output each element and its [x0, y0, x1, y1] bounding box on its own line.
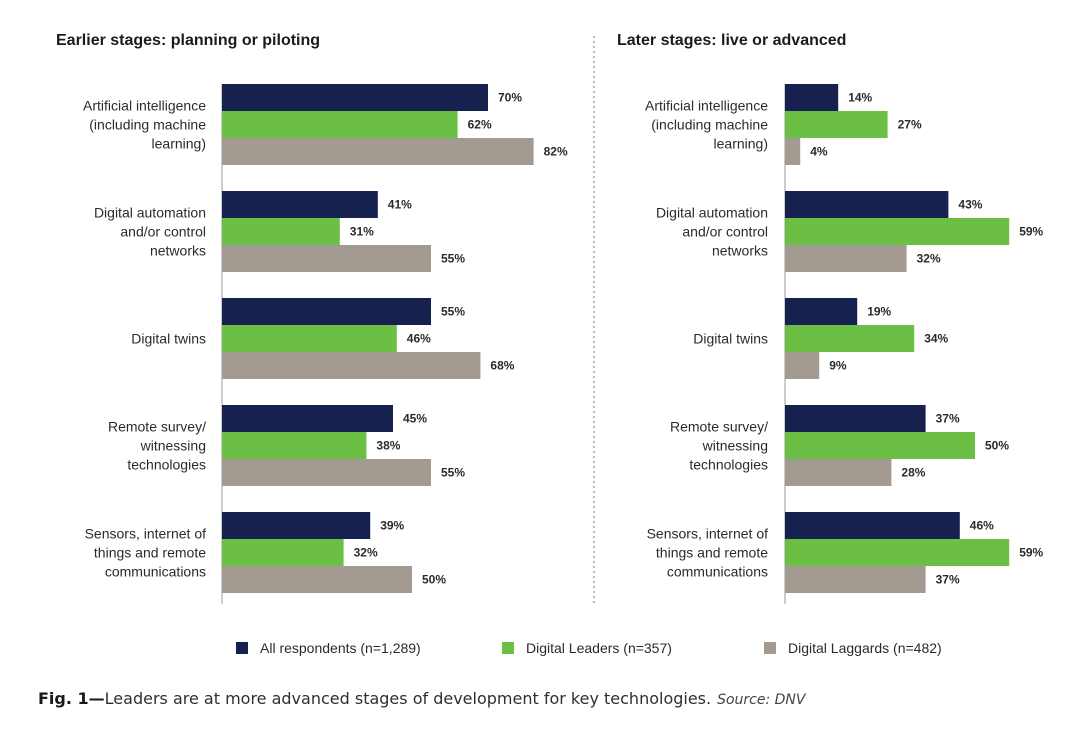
- bar-laggards: [785, 138, 801, 165]
- bar-laggards: [222, 566, 412, 593]
- bar-all: [785, 191, 949, 218]
- bar-all: [222, 84, 488, 111]
- bar-leaders: [785, 111, 888, 138]
- data-label: 19%: [867, 305, 891, 319]
- caption-text: Leaders are at more advanced stages of d…: [104, 689, 712, 708]
- category-label: Artificial intelligence (including machin…: [83, 98, 206, 152]
- category-label: Remote survey/witnessing technologies: [108, 419, 206, 473]
- data-label: 39%: [380, 519, 404, 533]
- legend-item-laggards: Digital Laggards (n=482): [764, 640, 942, 656]
- data-label: 59%: [1019, 546, 1043, 560]
- data-label: 37%: [936, 573, 960, 587]
- data-label: 59%: [1019, 225, 1043, 239]
- data-label: 62%: [468, 118, 492, 132]
- panel-later: Artificial intelligence (including machin…: [645, 84, 1044, 604]
- data-label: 38%: [376, 439, 400, 453]
- legend-label-laggards: Digital Laggards (n=482): [788, 640, 942, 656]
- bar-leaders: [222, 432, 367, 459]
- figure-caption: Fig. 1—Leaders are at more advanced stag…: [38, 689, 805, 708]
- bar-laggards: [785, 245, 907, 272]
- bar-all: [222, 405, 393, 432]
- bar-all: [785, 512, 960, 539]
- data-label: 37%: [936, 412, 960, 426]
- legend-item-leaders: Digital Leaders (n=357): [502, 640, 672, 656]
- data-label: 55%: [441, 252, 465, 266]
- caption-source: Source: DNV: [717, 692, 806, 708]
- category-label: Digital automation and/or control networks: [656, 205, 768, 259]
- bar-all: [222, 191, 378, 218]
- data-label: 45%: [403, 412, 427, 426]
- bar-laggards: [222, 138, 534, 165]
- data-label: 32%: [917, 252, 941, 266]
- data-label: 14%: [848, 91, 872, 105]
- chart-area: Artificial intelligence (including machin…: [83, 36, 1044, 606]
- bar-leaders: [785, 539, 1010, 566]
- legend-label-leaders: Digital Leaders (n=357): [526, 640, 672, 656]
- legend-swatch-all: [236, 642, 248, 654]
- data-label: 27%: [898, 118, 922, 132]
- legend-swatch-laggards: [764, 642, 776, 654]
- data-label: 50%: [985, 439, 1009, 453]
- data-label: 50%: [422, 573, 446, 587]
- bar-all: [785, 84, 839, 111]
- panel-earlier: Artificial intelligence (including machin…: [83, 84, 568, 604]
- bar-laggards: [785, 459, 892, 486]
- bar-all: [222, 512, 371, 539]
- data-label: 82%: [544, 145, 568, 159]
- data-label: 32%: [354, 546, 378, 560]
- data-label: 4%: [810, 145, 828, 159]
- bar-leaders: [222, 325, 397, 352]
- bar-leaders: [785, 218, 1010, 245]
- legend-swatch-leaders: [502, 642, 514, 654]
- data-label: 68%: [490, 359, 514, 373]
- bar-laggards: [785, 566, 926, 593]
- bar-leaders: [785, 432, 975, 459]
- bar-laggards: [222, 245, 431, 272]
- data-label: 31%: [350, 225, 374, 239]
- data-label: 43%: [958, 198, 982, 212]
- category-label: Digital twins: [693, 331, 768, 347]
- bar-leaders: [222, 539, 344, 566]
- data-label: 55%: [441, 466, 465, 480]
- data-label: 41%: [388, 198, 412, 212]
- category-label: Digital twins: [131, 331, 206, 347]
- category-label: Sensors, internet of things and remote com…: [85, 526, 207, 580]
- legend: All respondents (n=1,289) Digital Leader…: [0, 640, 1080, 660]
- right-panel-title: Later stages: live or advanced: [617, 32, 847, 49]
- data-label: 55%: [441, 305, 465, 319]
- bar-laggards: [222, 459, 431, 486]
- bar-all: [785, 298, 858, 325]
- data-label: 70%: [498, 91, 522, 105]
- category-label: Artificial intelligence (including machin…: [645, 98, 768, 152]
- legend-item-all: All respondents (n=1,289): [236, 640, 421, 656]
- category-label: Remote survey/witnessing technologies: [670, 419, 768, 473]
- bar-laggards: [222, 352, 481, 379]
- bar-leaders: [222, 111, 458, 138]
- bar-laggards: [785, 352, 820, 379]
- bar-leaders: [785, 325, 915, 352]
- data-label: 34%: [924, 332, 948, 346]
- caption-fig-label: Fig. 1—: [38, 689, 105, 708]
- category-label: Sensors, internet of things and remote com…: [647, 526, 769, 580]
- category-label: Digital automation and/or control networks: [94, 205, 206, 259]
- bar-all: [222, 298, 431, 325]
- bar-leaders: [222, 218, 340, 245]
- data-label: 46%: [407, 332, 431, 346]
- legend-label-all: All respondents (n=1,289): [260, 640, 421, 656]
- bar-all: [785, 405, 926, 432]
- data-label: 46%: [970, 519, 994, 533]
- data-label: 9%: [829, 359, 847, 373]
- data-label: 28%: [901, 466, 925, 480]
- left-panel-title: Earlier stages: planning or piloting: [56, 32, 321, 49]
